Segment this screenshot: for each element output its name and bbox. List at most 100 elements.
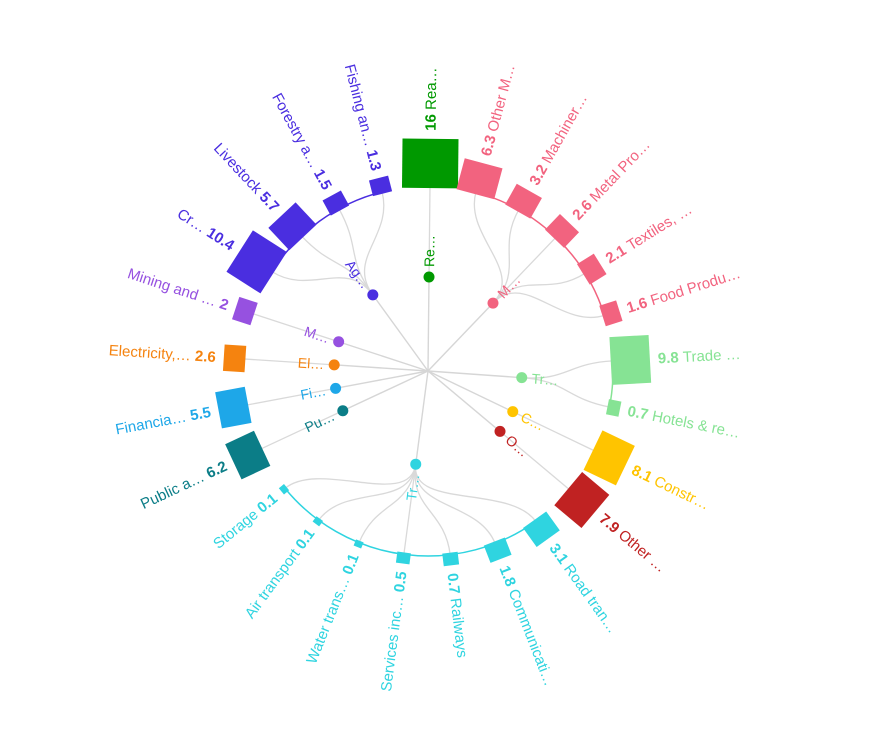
leaf-name-10: Road tran… — [561, 561, 622, 637]
leaf-link-5 — [492, 292, 605, 318]
leaf-label-7: 0.7 Hotels & re… — [626, 402, 741, 441]
root-link-7 — [335, 370, 429, 390]
leaf-link-2 — [492, 209, 520, 304]
leaf-name-23: Forestry a… — [269, 90, 326, 174]
leaf-link-19 — [243, 358, 335, 366]
bar-12 — [442, 551, 460, 567]
group-node-9 — [333, 336, 345, 348]
bar-8 — [583, 430, 635, 486]
bar-1 — [456, 158, 503, 200]
leaf-name-14: Water trans… — [303, 571, 355, 667]
leaf-value-21: 10.4 — [204, 224, 238, 254]
bar-10 — [523, 511, 560, 548]
group-node-2 — [516, 372, 528, 384]
leaf-link-20 — [251, 312, 339, 343]
leaf-link-6 — [521, 360, 613, 379]
bar-2 — [505, 183, 542, 219]
leaf-link-11 — [414, 464, 496, 544]
leaf-name-22: Livestock — [210, 140, 268, 200]
leaf-name-20: Mining and … — [126, 265, 223, 311]
leaf-label-19: Electricity,… 2.6 — [108, 342, 216, 366]
leaf-label-3: 2.6 Metal Pro… — [569, 136, 653, 223]
leaf-link-8 — [512, 411, 596, 452]
leaf-label-10: 3.1 Road tran… — [546, 540, 622, 636]
leaf-name-11: Communicati… — [505, 587, 558, 689]
leaf-link-4 — [492, 272, 586, 304]
leaf-label-13: Services inc… 0.5 — [377, 570, 410, 692]
root-link-5 — [415, 370, 429, 465]
leaf-link-24 — [363, 191, 385, 296]
group-label-2: Tr… — [531, 370, 559, 388]
bar-24 — [368, 175, 393, 197]
group-node-4 — [494, 425, 506, 437]
leaf-link-3 — [492, 236, 557, 304]
bar-14 — [353, 539, 364, 549]
leaf-name-19: Electricity,… — [108, 342, 195, 365]
bar-4 — [577, 253, 607, 285]
root-link-6 — [342, 370, 429, 412]
leaf-name-16: Storage — [210, 503, 265, 552]
leaf-label-20: Mining and … 2 — [126, 265, 231, 314]
leaf-name-7: Hotels & re… — [651, 407, 742, 441]
leaf-name-8: Constr… — [651, 472, 712, 513]
leaf-link-0 — [428, 186, 431, 278]
root-link-0 — [427, 276, 430, 372]
leaf-link-13 — [403, 464, 417, 555]
leaf-label-14: Water trans… 0.1 — [303, 551, 362, 666]
leaf-name-2: Machiner… — [538, 91, 590, 166]
leaf-name-4: Textiles, … — [624, 201, 695, 254]
leaf-label-4: 2.1 Textiles, … — [602, 201, 695, 267]
leaf-value-6: 9.8 — [657, 349, 683, 367]
leaf-link-7 — [521, 377, 610, 408]
bar-0 — [401, 138, 459, 189]
group-label-3: C… — [518, 409, 547, 434]
group-node-7 — [330, 382, 342, 394]
root-link-3 — [427, 370, 514, 413]
leaf-link-14 — [358, 464, 417, 543]
leaf-link-1 — [473, 192, 503, 304]
group-node-0 — [423, 271, 435, 283]
leaf-label-16: Storage 0.1 — [210, 490, 281, 552]
leaf-value-1: 6.3 — [477, 129, 500, 158]
leaf-value-5: 1.6 — [624, 293, 653, 317]
leaf-label-21: Cr… 10.4 — [174, 205, 238, 254]
leaf-label-18: Financia… 5.5 — [114, 403, 212, 438]
group-label-4: O… — [503, 432, 532, 460]
group-node-3 — [507, 406, 519, 418]
bar-19 — [222, 344, 247, 373]
group-node-8 — [328, 359, 340, 371]
leaf-label-9: 7.9 Other … — [596, 510, 670, 576]
leaf-label-6: 9.8 Trade … — [657, 345, 741, 366]
group-label-0: Re… — [421, 235, 437, 267]
root-link-2 — [427, 370, 522, 379]
leaf-link-15 — [318, 464, 417, 521]
group-node-10 — [367, 289, 379, 301]
bar-7 — [605, 399, 622, 417]
bar-23 — [322, 190, 350, 216]
leaf-name-17: Public a… — [138, 466, 211, 512]
leaf-name-5: Food Produ… — [648, 265, 742, 309]
leaf-name-13: Services inc… — [377, 591, 407, 692]
leaf-value-19: 2.6 — [194, 347, 216, 365]
group-label-5: Tr… — [403, 473, 422, 502]
leaf-value-24: 1.3 — [363, 148, 385, 172]
bar-22 — [268, 202, 317, 251]
leaf-label-5: 1.6 Food Produ… — [624, 265, 742, 317]
root-link-1 — [427, 302, 494, 372]
leaf-label-8: 8.1 Constr… — [629, 461, 712, 513]
bar-5 — [599, 300, 623, 327]
leaf-label-1: 6.3 Other M… — [477, 62, 518, 157]
bar-16 — [278, 483, 290, 495]
root-link-4 — [427, 370, 501, 432]
leaf-value-7: 0.7 — [626, 402, 654, 424]
leaf-name-0: Rea… — [422, 67, 439, 110]
group-node-6 — [337, 405, 349, 417]
group-label-6: Pu… — [302, 408, 337, 436]
leaf-label-22: Livestock 5.7 — [210, 140, 282, 216]
leaf-label-12: 0.7 Railways — [444, 572, 471, 658]
root-link-10 — [372, 294, 429, 372]
leaf-label-0: 16 Rea… — [422, 67, 440, 131]
leaf-name-9: Other … — [615, 526, 669, 575]
leaf-value-18: 5.5 — [189, 403, 213, 424]
